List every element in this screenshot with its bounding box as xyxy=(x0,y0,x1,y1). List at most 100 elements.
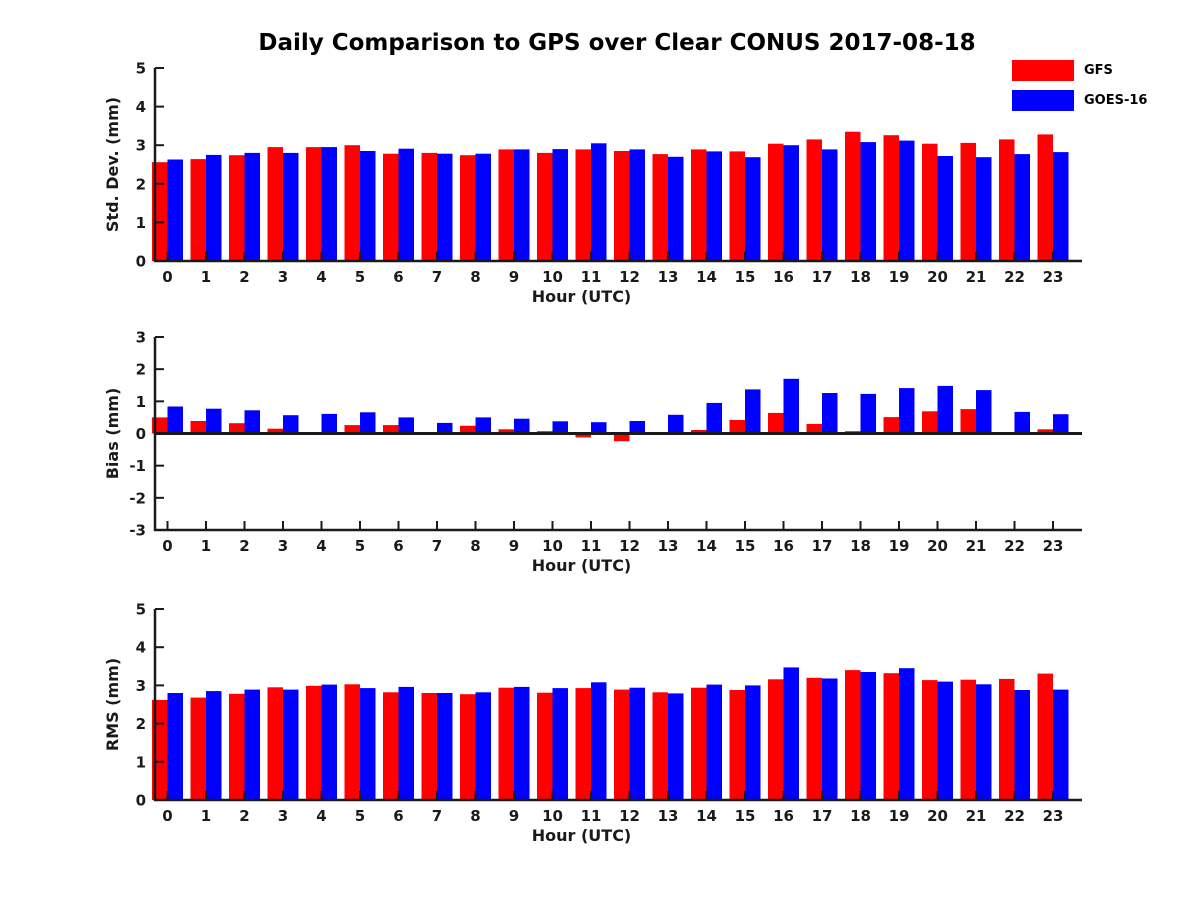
x-tick-label: 17 xyxy=(812,807,833,825)
bar-goes-16-h4 xyxy=(321,684,337,800)
bar-gfs-h4 xyxy=(306,685,322,800)
bar-goes-16-h3 xyxy=(283,415,299,434)
x-tick-label: 1 xyxy=(201,268,211,286)
bar-goes-16-h19 xyxy=(899,140,915,261)
bar-goes-16-h23 xyxy=(1053,689,1069,800)
bar-goes-16-h18 xyxy=(860,393,876,434)
y-tick-label: 0 xyxy=(136,253,146,271)
x-tick-label: 11 xyxy=(581,807,602,825)
x-tick-label: 12 xyxy=(619,537,640,555)
x-axis-label: Hour (UTC) xyxy=(532,826,632,845)
bar-gfs-h20 xyxy=(922,411,938,434)
x-tick-label: 13 xyxy=(658,268,679,286)
x-tick-label: 12 xyxy=(619,268,640,286)
bar-gfs-h13 xyxy=(652,154,668,261)
bar-goes-16-h16 xyxy=(783,145,799,261)
bar-gfs-h8 xyxy=(460,694,476,800)
x-tick-label: 18 xyxy=(850,807,871,825)
x-tick-label: 18 xyxy=(850,268,871,286)
bar-gfs-h6 xyxy=(383,692,399,800)
bar-goes-16-h15 xyxy=(745,685,761,800)
chart-title: Daily Comparison to GPS over Clear CONUS… xyxy=(258,30,976,56)
x-tick-label: 15 xyxy=(735,807,756,825)
bar-goes-16-h14 xyxy=(706,684,722,800)
bar-goes-16-h16 xyxy=(783,378,799,434)
x-tick-label: 8 xyxy=(470,268,480,286)
bar-gfs-h5 xyxy=(344,145,360,261)
bar-goes-16-h17 xyxy=(822,678,838,800)
x-axis-label: Hour (UTC) xyxy=(532,556,632,575)
x-tick-label: 19 xyxy=(889,537,910,555)
bar-gfs-h7 xyxy=(421,152,437,261)
legend-swatch-gfs xyxy=(1012,60,1074,81)
legend-label-goes16: GOES-16 xyxy=(1084,93,1148,108)
x-tick-label: 3 xyxy=(278,537,288,555)
y-tick-label: -1 xyxy=(129,457,146,475)
bar-goes-16-h19 xyxy=(899,388,915,434)
bar-goes-16-h17 xyxy=(822,393,838,434)
bar-gfs-h9 xyxy=(498,429,514,434)
bar-gfs-h18 xyxy=(845,670,861,800)
bar-gfs-h1 xyxy=(190,421,206,434)
bar-goes-16-h22 xyxy=(1014,690,1030,800)
y-tick-label: -3 xyxy=(129,522,146,540)
bar-goes-16-h13 xyxy=(668,693,684,800)
x-tick-label: 7 xyxy=(432,807,442,825)
bar-goes-16-h11 xyxy=(591,143,607,261)
bar-gfs-h22 xyxy=(999,678,1015,800)
x-tick-label: 3 xyxy=(278,807,288,825)
x-tick-label: 5 xyxy=(355,807,365,825)
x-tick-label: 20 xyxy=(927,807,948,825)
bar-gfs-h5 xyxy=(344,684,360,800)
bar-goes-16-h1 xyxy=(206,691,222,800)
legend-item-goes16: GOES-16 xyxy=(1012,90,1147,111)
bar-goes-16-h9 xyxy=(514,418,530,434)
bar-goes-16-h8 xyxy=(475,153,491,261)
x-tick-label: 19 xyxy=(889,268,910,286)
bar-goes-16-h0 xyxy=(167,406,183,434)
y-tick-label: 1 xyxy=(136,214,146,232)
bar-gfs-h21 xyxy=(960,142,976,261)
bar-gfs-h13 xyxy=(652,692,668,800)
x-tick-label: 8 xyxy=(470,807,480,825)
bar-goes-16-h5 xyxy=(360,688,376,800)
x-tick-label: 2 xyxy=(239,807,249,825)
bar-gfs-h23 xyxy=(1037,429,1053,434)
bar-gfs-h11 xyxy=(575,149,591,261)
x-tick-label: 1 xyxy=(201,807,211,825)
x-tick-label: 7 xyxy=(432,268,442,286)
x-tick-label: 4 xyxy=(316,807,326,825)
bar-gfs-h23 xyxy=(1037,673,1053,800)
bar-goes-16-h5 xyxy=(360,151,376,261)
bar-goes-16-h3 xyxy=(283,689,299,800)
bar-goes-16-h19 xyxy=(899,668,915,800)
bar-gfs-h5 xyxy=(344,425,360,434)
y-tick-label: 3 xyxy=(136,329,146,347)
bar-goes-16-h4 xyxy=(321,413,337,434)
bar-goes-16-h6 xyxy=(398,417,414,434)
x-tick-label: 5 xyxy=(355,268,365,286)
bar-goes-16-h7 xyxy=(437,422,453,434)
bar-goes-16-h14 xyxy=(706,151,722,261)
x-tick-label: 14 xyxy=(696,807,717,825)
y-tick-label: 1 xyxy=(136,753,146,771)
x-tick-label: 22 xyxy=(1004,807,1025,825)
bar-gfs-h3 xyxy=(267,687,283,800)
bar-gfs-h11 xyxy=(575,433,591,438)
x-tick-label: 0 xyxy=(162,268,172,286)
x-tick-label: 1 xyxy=(201,537,211,555)
bar-gfs-h14 xyxy=(691,687,707,800)
bar-gfs-h2 xyxy=(229,155,245,261)
bar-gfs-h1 xyxy=(190,697,206,800)
bar-goes-16-h6 xyxy=(398,148,414,261)
bar-gfs-h9 xyxy=(498,687,514,800)
x-tick-label: 4 xyxy=(316,537,326,555)
bar-goes-16-h9 xyxy=(514,149,530,261)
bar-gfs-h17 xyxy=(806,423,822,434)
x-tick-label: 21 xyxy=(966,537,987,555)
bar-gfs-h19 xyxy=(883,135,899,261)
bar-goes-16-h15 xyxy=(745,157,761,261)
